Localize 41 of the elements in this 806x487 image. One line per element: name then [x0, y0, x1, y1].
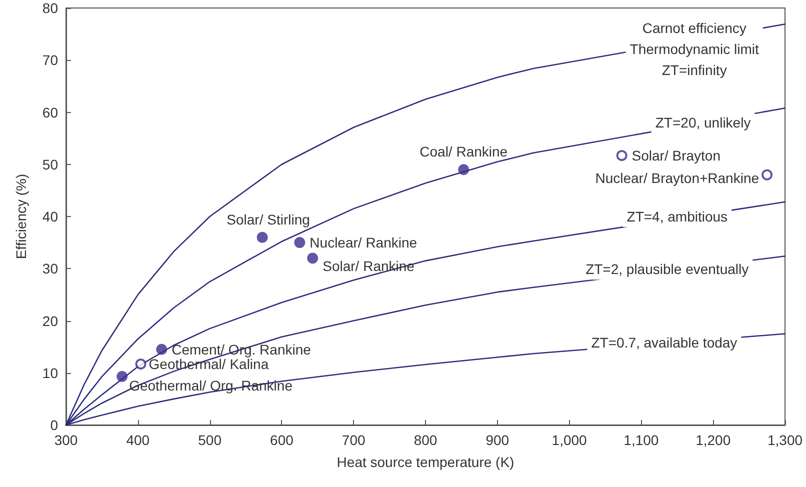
point [616, 150, 628, 162]
annotation: Solar/ Brayton [632, 148, 721, 164]
y-tick-label: 60 [42, 104, 58, 120]
y-axis-title: Efficiency (%) [13, 174, 29, 260]
point [135, 358, 146, 370]
annotation: Nuclear/ Rankine [310, 234, 418, 251]
y-tick-label: 40 [42, 208, 58, 224]
annotation: ZT=0.7, available today [591, 334, 738, 351]
annotation: Carnot efficiency Thermodynamic limit ZT=infinity [630, 20, 760, 78]
annotation: Solar/ Stirling [226, 211, 310, 228]
y-tick-label: 50 [42, 156, 58, 172]
annotation: Coal/ Rankine [420, 144, 508, 160]
point [116, 371, 128, 382]
annotation: ZT=4, ambitious [626, 208, 728, 224]
point [762, 169, 773, 180]
y-tick-label: 0 [50, 417, 58, 433]
x-tick-label: 400 [126, 432, 150, 448]
point [294, 237, 306, 248]
x-tick-label: 600 [270, 432, 294, 448]
x-tick-label: 1,100 [624, 432, 659, 448]
x-tick-label: 800 [414, 432, 438, 448]
x-tick-label: 300 [54, 432, 78, 448]
point [256, 232, 268, 243]
y-tick-label: 20 [42, 312, 58, 329]
y-tick-label: 30 [42, 260, 58, 277]
point [307, 252, 318, 264]
x-tick-label: 1,200 [696, 432, 731, 448]
annotation: Nuclear/ Brayton+Rankine [595, 170, 760, 186]
x-tick-label: 500 [198, 432, 222, 448]
annotation: ZT=2, plausible eventually [586, 261, 749, 278]
point [156, 344, 168, 355]
x-tick-label: 700 [342, 432, 366, 448]
x-tick-label: 1,300 [767, 432, 803, 448]
x-tick-label: 900 [486, 432, 510, 448]
annotation: ZT=20, unlikely [655, 114, 751, 131]
y-tick-label: 80 [42, 0, 58, 16]
y-tick-label: 70 [42, 52, 58, 68]
point [458, 164, 470, 176]
x-tick-label: 1,000 [552, 432, 588, 448]
x-axis-title: Heat source temperature (K) [336, 454, 514, 470]
y-tick-label: 10 [42, 364, 58, 381]
